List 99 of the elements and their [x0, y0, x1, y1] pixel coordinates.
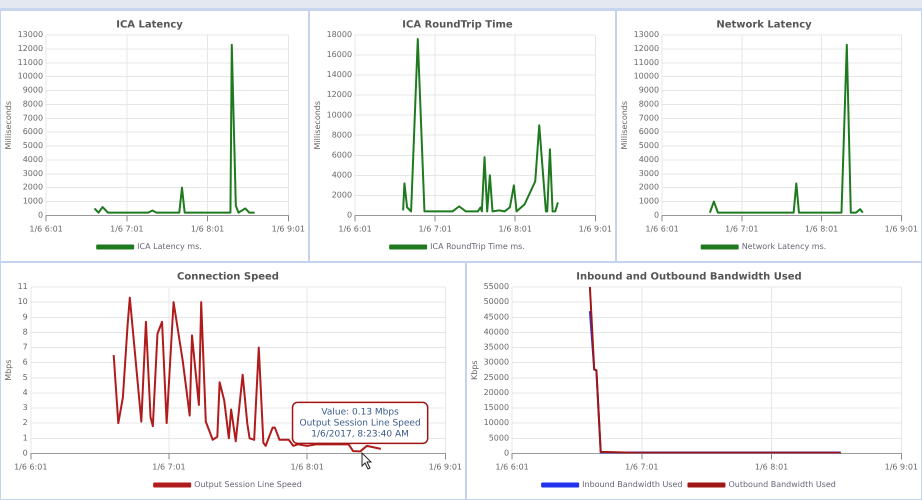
y-tick-label: 12000: [634, 44, 660, 53]
x-tick-label: 1/6 7:01: [152, 462, 186, 472]
y-tick-label: 7000: [638, 113, 660, 122]
x-tick-label: 1/6 7:01: [725, 224, 758, 234]
y-tick-label: 12000: [326, 90, 352, 100]
x-tick-label: 1/6 9:01: [578, 224, 612, 234]
x-tick-label: 1/6 6:01: [338, 224, 372, 234]
y-tick-label: 30000: [484, 358, 510, 367]
y-tick-label: 14000: [326, 70, 352, 80]
y-tick-label: 20000: [484, 388, 510, 397]
chart-title: Inbound and Outbound Bandwidth Used: [576, 272, 802, 283]
y-tick-label: 5: [22, 372, 28, 382]
y-tick-label: 6000: [638, 127, 660, 136]
legend-label: ICA Latency ms.: [137, 242, 202, 252]
x-tick-label: 1/6 9:01: [884, 462, 918, 472]
y-tick-label: 6000: [22, 127, 44, 136]
y-tick-label: 0: [654, 210, 660, 220]
y-tick-label: 15000: [484, 403, 510, 412]
legend-label: Output Session Line Speed: [194, 480, 302, 490]
y-tick-label: 1: [22, 433, 28, 442]
chart-title: ICA RoundTrip Time: [402, 20, 513, 31]
y-tick-label: 8: [22, 327, 28, 336]
y-tick-label: 45000: [484, 312, 510, 322]
y-tick-label: 0: [346, 210, 352, 220]
y-tick-label: 6: [22, 358, 28, 367]
y-tick-label: 11000: [18, 58, 44, 67]
y-tick-label: 5000: [488, 433, 510, 442]
x-tick-label: 1/6 8:01: [498, 224, 532, 234]
y-tick-label: 4000: [332, 170, 352, 180]
y-tick-label: 11: [18, 282, 28, 292]
y-tick-label: 7000: [22, 113, 44, 122]
y-tick-label: 0: [22, 448, 28, 458]
x-tick-label: 1/6 6:01: [495, 462, 529, 472]
y-tick-label: 4000: [22, 154, 44, 164]
y-tick-label: 16000: [326, 50, 352, 60]
x-tick-label: 1/6 8:01: [754, 462, 788, 472]
y-tick-label: 2000: [22, 182, 44, 192]
y-tick-label: 2000: [332, 190, 352, 200]
y-tick-label: 5000: [638, 141, 660, 150]
y-tick-label: 4: [22, 388, 28, 397]
y-axis-title: Milliseconds: [620, 100, 629, 150]
y-tick-label: 13000: [18, 30, 44, 40]
y-tick-label: 8000: [22, 99, 44, 108]
y-tick-label: 3: [22, 403, 28, 412]
x-tick-label: 1/6 6:01: [29, 224, 63, 234]
x-tick-label: 1/6 7:01: [418, 224, 452, 234]
y-tick-label: 3000: [22, 168, 44, 178]
y-tick-label: 10000: [634, 72, 660, 81]
y-tick-label: 5000: [22, 141, 44, 150]
y-tick-label: 4000: [638, 154, 660, 164]
y-tick-label: 11000: [634, 58, 660, 67]
y-tick-label: 10: [18, 297, 28, 306]
y-tick-label: 10000: [484, 418, 510, 428]
x-tick-label: 1/6 6:01: [645, 224, 679, 234]
y-tick-label: 8000: [638, 99, 660, 108]
y-tick-label: 2000: [638, 182, 660, 192]
x-tick-label: 1/6 9:01: [884, 224, 918, 234]
legend-label: Network Latency ms.: [742, 242, 826, 252]
x-tick-label: 1/6 6:01: [14, 462, 48, 472]
x-tick-label: 1/6 9:01: [428, 462, 462, 472]
y-tick-label: 55000: [484, 282, 510, 292]
annotation: Value: 0.13 Mbps Output Session Line Speed 1/6/2017, 8:23:40 AM: [300, 407, 421, 440]
chart-title: ICA Latency: [116, 20, 184, 31]
y-tick-label: 10000: [326, 110, 352, 120]
y-tick-label: 40000: [484, 327, 510, 336]
x-tick-label: 1/6 8:01: [804, 224, 838, 234]
y-tick-label: 35000: [484, 342, 510, 352]
y-axis-title: Kbps: [470, 360, 479, 380]
chart-title: Connection Speed: [177, 272, 279, 283]
y-tick-label: 12000: [18, 44, 44, 53]
y-tick-label: 9000: [22, 86, 44, 95]
y-tick-label: 0: [504, 448, 510, 458]
y-tick-label: 1000: [22, 196, 44, 206]
y-tick-label: 18000: [326, 30, 352, 40]
y-tick-label: 0: [38, 210, 44, 220]
y-tick-label: 7: [22, 342, 28, 352]
y-axis-title: Milliseconds: [4, 100, 13, 150]
x-tick-label: 1/6 8:01: [190, 224, 224, 234]
y-tick-label: 25000: [484, 372, 510, 382]
y-axis-title: Mbps: [4, 360, 13, 381]
x-tick-label: 1/6 8:01: [290, 462, 324, 472]
y-tick-label: 3000: [638, 168, 660, 178]
y-tick-label: 8000: [332, 130, 352, 140]
legend-label: Outbound Bandwidth Used: [728, 480, 836, 490]
legend-label: Inbound Bandwidth Used: [582, 480, 682, 490]
y-tick-label: 10000: [18, 72, 44, 81]
chart-title: Network Latency: [716, 20, 812, 31]
y-tick-label: 1000: [638, 196, 660, 206]
y-tick-label: 50000: [484, 297, 510, 306]
y-tick-label: 6000: [332, 150, 352, 160]
y-tick-label: 9: [22, 312, 28, 322]
y-tick-label: 2: [22, 418, 28, 428]
x-tick-label: 1/6 7:01: [110, 224, 144, 234]
y-tick-label: 9000: [638, 86, 660, 95]
y-axis-title: Milliseconds: [312, 100, 322, 150]
x-tick-label: 1/6 7:01: [625, 462, 658, 472]
y-tick-label: 13000: [634, 30, 660, 40]
legend-label: ICA RoundTrip Time ms.: [430, 242, 525, 252]
x-tick-label: 1/6 9:01: [272, 224, 306, 234]
